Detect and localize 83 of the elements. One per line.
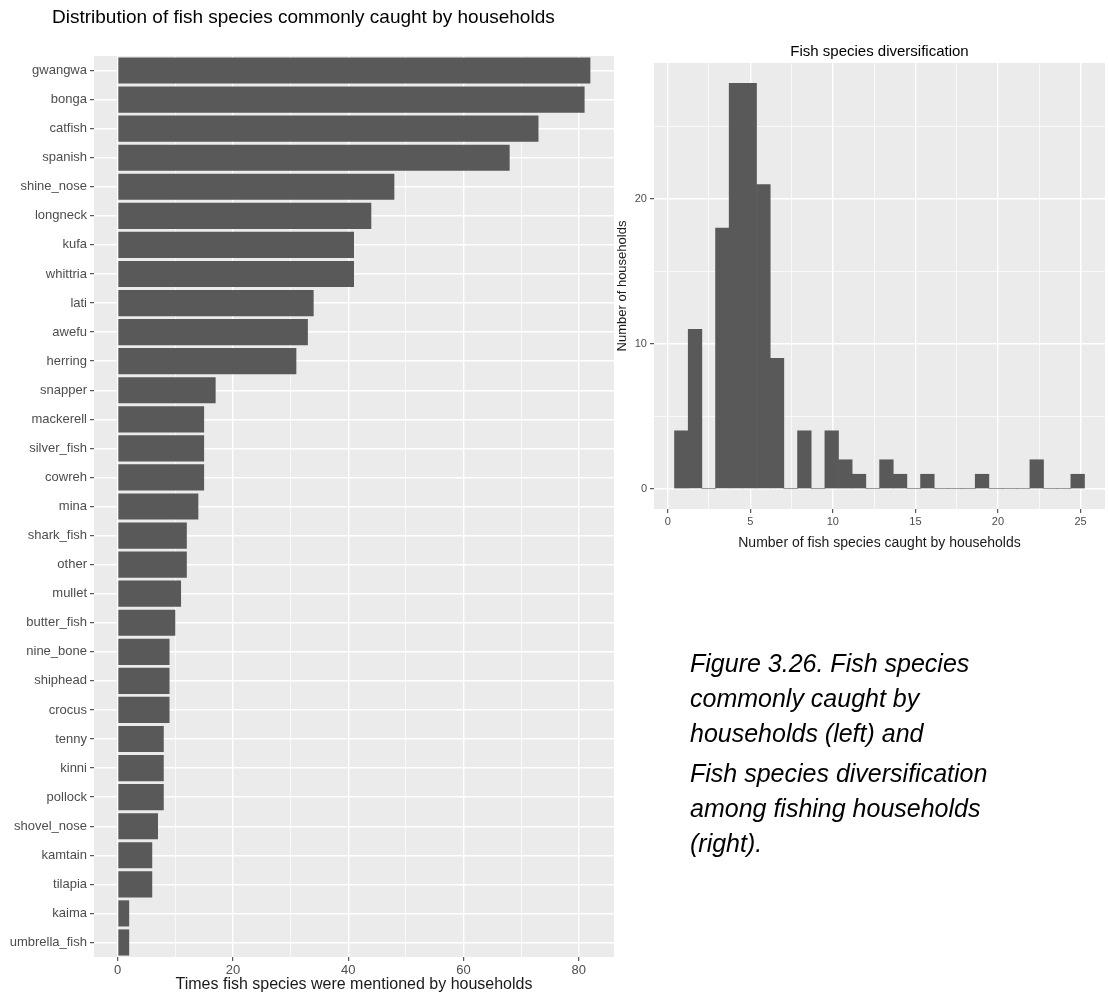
y-tick-label: shovel_nose — [14, 817, 87, 833]
chart-title: Fish species diversification — [789, 41, 970, 60]
y-tick-label: kinni — [60, 759, 88, 775]
y-tick-label: whittria — [44, 265, 88, 281]
bar — [118, 348, 297, 375]
bar — [118, 57, 591, 84]
bar — [118, 696, 170, 724]
y-tick-label: spanish — [42, 149, 87, 165]
y-tick-label: lati — [70, 294, 88, 310]
bar — [118, 493, 199, 520]
y-tick-label: bonga — [50, 91, 88, 107]
bar — [118, 173, 395, 200]
y-tick-label: catfish — [49, 120, 87, 136]
bar — [118, 929, 130, 956]
bar — [118, 842, 153, 869]
bar — [118, 319, 308, 346]
y-tick-label: shine_nose — [20, 178, 87, 194]
bar — [118, 900, 130, 927]
x-tick-label: 20 — [991, 514, 1005, 527]
chart-title: Distribution of fish species commonly caught by households — [52, 5, 556, 28]
bar — [118, 667, 170, 694]
y-tick-label: herring — [46, 352, 87, 368]
y-tick-label: shiphead — [34, 672, 87, 688]
y-tick-label: silver_fish — [29, 439, 87, 455]
y-tick-label: tenny — [55, 730, 88, 746]
y-tick-label: mina — [58, 498, 88, 514]
bar — [118, 755, 164, 782]
y-tick-label: kaima — [52, 904, 88, 920]
y-tick-label: 0 — [640, 481, 647, 494]
x-tick-label: 15 — [909, 514, 922, 527]
bar — [118, 638, 170, 665]
bar — [118, 86, 585, 113]
bar — [118, 144, 510, 171]
text: Fish species diversification among fishing households (right). — [690, 758, 989, 859]
y-tick-label: kufa — [62, 236, 88, 252]
y-tick-label: umbrella_fish — [9, 934, 87, 950]
y-tick-label: mullet — [52, 585, 88, 601]
bar — [118, 609, 176, 636]
y-tick-label: nine_bone — [26, 643, 87, 659]
x-tick-label: 5 — [747, 514, 754, 527]
y-axis-title: Number of households — [614, 220, 630, 352]
y-tick-label: longneck — [34, 207, 88, 223]
y-tick-label: other — [57, 556, 88, 572]
y-tick-label: cowreh — [45, 469, 87, 485]
x-tick-label: 25 — [1074, 514, 1087, 527]
x-tick-label: 80 — [571, 962, 587, 978]
bar — [118, 464, 205, 491]
bar — [118, 435, 205, 462]
bar — [118, 406, 205, 433]
y-tick-label: shark_fish — [27, 527, 87, 543]
y-tick-label: gwangwa — [32, 62, 88, 78]
y-tick-label: crocus — [48, 701, 88, 717]
x-axis-title: Times fish species were mentioned by households — [175, 975, 533, 993]
x-tick-label: 10 — [826, 514, 839, 527]
bar — [118, 813, 158, 840]
x-tick-label: 20 — [225, 962, 241, 978]
x-tick-label: 0 — [664, 514, 671, 527]
y-tick-label: tilapia — [53, 875, 88, 891]
bar — [118, 289, 314, 317]
bar — [118, 725, 164, 753]
y-tick-label: awefu — [52, 323, 87, 339]
x-tick-label: 60 — [456, 962, 471, 978]
x-tick-label: 0 — [114, 962, 122, 978]
y-tick-label: snapper — [40, 381, 88, 397]
bar — [118, 522, 187, 549]
y-tick-label: kamtain — [41, 846, 87, 862]
y-tick-label: 20 — [634, 192, 647, 205]
caption: Figure 3.26. Fish species commonly caught by households (left) and — [690, 648, 971, 749]
y-tick-label: butter_fish — [26, 614, 87, 630]
bar — [118, 260, 354, 288]
y-tick-label: pollock — [46, 788, 88, 804]
bar — [118, 115, 539, 142]
bar — [118, 784, 164, 811]
bar — [118, 551, 187, 578]
y-tick-label: mackerell — [31, 410, 88, 426]
bar — [118, 231, 354, 258]
bar — [118, 377, 216, 404]
x-axis-title: Number of fish species caught by households — [738, 533, 1021, 550]
bar — [118, 580, 182, 607]
x-tick-label: 40 — [341, 962, 356, 978]
bar — [118, 871, 153, 898]
bar — [118, 202, 372, 229]
y-tick-label: 10 — [634, 336, 647, 349]
